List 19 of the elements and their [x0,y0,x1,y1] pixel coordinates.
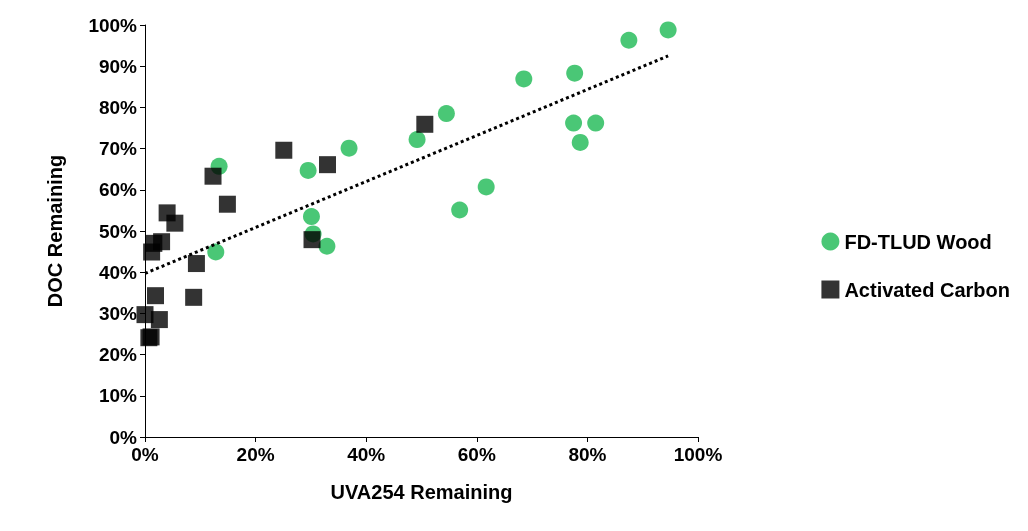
legend-label: Activated Carbon [844,278,1011,301]
y-tick-label: 50% [98,220,138,242]
x-tick-label: 80% [568,444,607,465]
x-tick-label: 20% [236,444,275,465]
y-tick-label: 60% [98,179,138,201]
x-tick-label: 60% [457,444,496,465]
y-tick-label: 70% [98,138,138,160]
x-tick-label: 100% [673,444,723,465]
x-tick-label: 40% [347,444,386,465]
y-tick-label: 40% [98,261,138,283]
y-tick-label: 90% [98,55,138,77]
y-tick-label: 10% [98,385,138,407]
y-tick-label: 80% [98,96,138,118]
y-axis-title: DOC Remaining [44,154,66,308]
legend-label: FD-TLUD Wood [844,230,992,253]
y-tick-label: 20% [98,344,138,366]
x-axis-title: UVA254 Remaining [330,481,513,503]
y-tick-label: 30% [98,302,138,324]
y-tick-label: 100% [88,14,138,36]
